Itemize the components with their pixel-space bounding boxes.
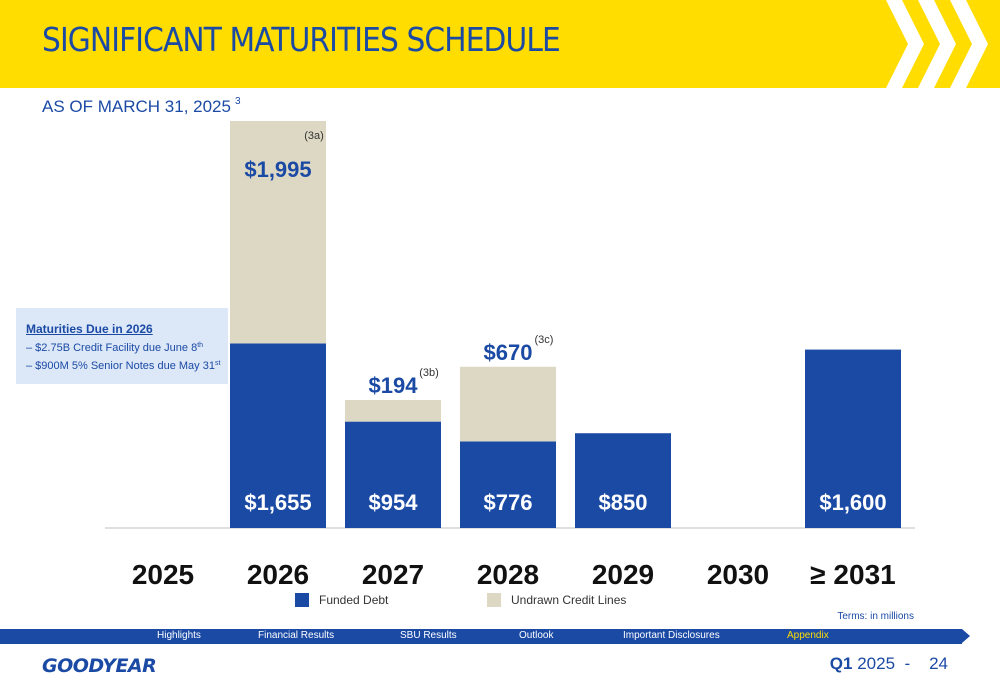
bar-funded-debt: [230, 343, 326, 528]
footnote-label: (3b): [419, 367, 439, 379]
footnote-label: (3c): [535, 334, 554, 346]
nav-important-disclosures[interactable]: Important Disclosures: [623, 630, 720, 641]
legend-swatch-funded: [295, 593, 309, 607]
data-label-funded: $954: [369, 490, 419, 515]
page-number: 24: [929, 654, 948, 673]
legend-swatch-undrawn: [487, 593, 501, 607]
legend-label-funded: Funded Debt: [319, 593, 389, 607]
subtitle-text: AS OF MARCH 31, 2025: [42, 97, 231, 116]
x-tick-label: 2027: [362, 559, 424, 590]
footnote-label: (3a): [304, 130, 324, 142]
bar-funded-debt: [345, 421, 441, 528]
nav-outlook[interactable]: Outlook: [519, 630, 554, 641]
data-label-funded: $1,600: [819, 490, 886, 515]
bar-undrawn: [345, 399, 441, 422]
callout-item-sup: th: [197, 342, 204, 349]
legend-undrawn: Undrawn Credit Lines: [487, 593, 626, 607]
year-label: 2025: [857, 654, 896, 673]
header-band: [0, 0, 1000, 88]
data-label-undrawn: $670: [484, 340, 533, 365]
nav-arrow-icon: [962, 629, 970, 643]
chevron-arrows-icon: [886, 0, 988, 88]
data-label-undrawn: $194: [369, 373, 419, 398]
page-title: SIGNIFICANT MATURITIES SCHEDULE: [42, 20, 561, 59]
x-tick-label: 2028: [477, 559, 539, 590]
x-tick-label: 2030: [707, 559, 769, 590]
units-note: Terms: in millions: [837, 611, 914, 622]
data-label-funded: $776: [484, 490, 533, 515]
goodyear-logo: GOODYEAR: [42, 655, 157, 677]
bar-undrawn: [460, 366, 556, 442]
nav-bar: [0, 629, 962, 644]
legend-funded-debt: Funded Debt: [295, 593, 388, 607]
page-info: Q1 2025 - 24: [830, 654, 948, 674]
data-label-undrawn: $1,995: [244, 157, 311, 182]
callout-item-text: – $2.75B Credit Facility due June 8: [26, 342, 198, 354]
bar-funded-debt: [460, 441, 556, 528]
quarter-label: Q1: [829, 654, 853, 673]
nav-financial-results[interactable]: Financial Results: [258, 630, 335, 641]
nav-appendix[interactable]: Appendix: [787, 630, 829, 641]
data-label-funded: $850: [599, 490, 648, 515]
x-tick-label: 2025: [132, 559, 194, 590]
subtitle: AS OF MARCH 31, 2025 3: [42, 96, 241, 117]
x-tick-label: 2029: [592, 559, 654, 590]
bar-funded-debt: [805, 349, 901, 528]
subtitle-footnote: 3: [234, 96, 241, 107]
bar-undrawn: [230, 121, 326, 344]
callout-item: – $900M 5% Senior Notes due May 31st: [26, 356, 228, 374]
nav-highlights[interactable]: Highlights: [157, 630, 201, 641]
callout-item-sup: st: [214, 360, 221, 367]
maturities-chart: 2025 $1,655 $1,995 (3a) 2026 $954 $194 (3b) 2027…: [105, 121, 915, 590]
nav-sbu-results[interactable]: SBU Results: [400, 630, 457, 641]
callout-title: Maturities Due in 2026: [26, 322, 153, 336]
callout-item: – $2.75B Credit Facility due June 8th: [26, 338, 228, 356]
callout-item-text: – $900M 5% Senior Notes due May 31: [26, 360, 215, 372]
page-separator: -: [904, 654, 911, 673]
x-tick-label: 2026: [247, 559, 309, 590]
data-label-funded: $1,655: [244, 490, 311, 515]
bar-funded-debt: [575, 433, 671, 528]
legend-label-undrawn: Undrawn Credit Lines: [511, 593, 627, 607]
x-tick-label: ≥ 2031: [810, 559, 895, 590]
maturities-callout: Maturities Due in 2026 – $2.75B Credit F…: [16, 308, 228, 384]
